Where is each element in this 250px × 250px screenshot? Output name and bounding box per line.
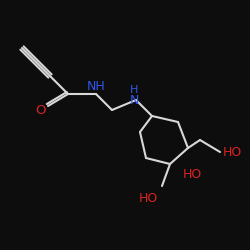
Text: HO: HO: [182, 168, 202, 180]
Text: HO: HO: [138, 192, 158, 204]
Text: N: N: [129, 94, 139, 106]
Text: NH: NH: [87, 80, 106, 92]
Text: H: H: [130, 85, 138, 95]
Text: HO: HO: [222, 146, 242, 160]
Text: O: O: [35, 104, 45, 117]
